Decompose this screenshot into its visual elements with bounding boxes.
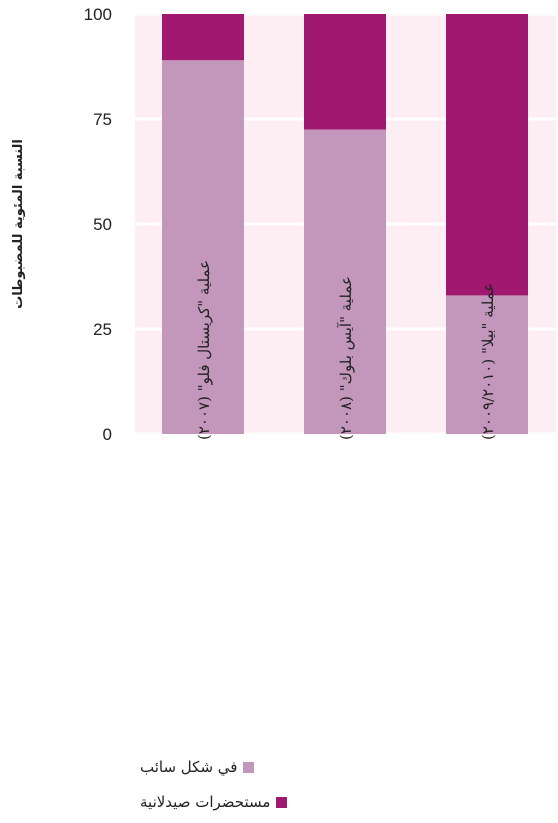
y-tick-label: 75 <box>93 110 112 129</box>
bar-pharma-3 <box>446 14 528 296</box>
legend-item-pharma: مستحضرات صيدلانية <box>140 793 288 811</box>
y-tick-label: 25 <box>93 320 112 339</box>
y-tick-labels: 0 25 50 75 100 <box>84 5 112 444</box>
bars <box>162 14 528 434</box>
bar-pharma-2 <box>304 14 386 130</box>
x-tick-labels: عملية "كريستال فلو" (٢٠٠٧) عملية "آيس بلو… <box>195 260 497 440</box>
x-tick-label-1: عملية "كريستال فلو" (٢٠٠٧) <box>195 260 213 440</box>
y-tick-label: 50 <box>93 215 112 234</box>
y-axis-label: النسبة المئوية للمضبوطات <box>11 139 26 309</box>
legend-swatch-pharma <box>276 796 288 808</box>
legend-label-liquid: في شكل سائب <box>140 758 238 776</box>
bar-pharma-1 <box>162 14 244 61</box>
y-tick-label: 100 <box>84 5 112 24</box>
y-tick-label: 0 <box>103 425 112 444</box>
bar-liquid-2 <box>304 129 386 434</box>
bar-liquid-1 <box>162 60 244 434</box>
x-tick-label-2: عملية "آيس بلوك" (٢٠٠٨) <box>337 276 355 440</box>
legend-label-pharma: مستحضرات صيدلانية <box>140 793 271 811</box>
legend-swatch-liquid <box>243 761 255 773</box>
bar-liquid-3 <box>446 295 528 434</box>
legend-item-liquid: في شكل سائب <box>140 758 255 776</box>
x-tick-label-3: عملية "بيلا" (٢٠٠٩/٢٠١٠) <box>479 283 497 440</box>
